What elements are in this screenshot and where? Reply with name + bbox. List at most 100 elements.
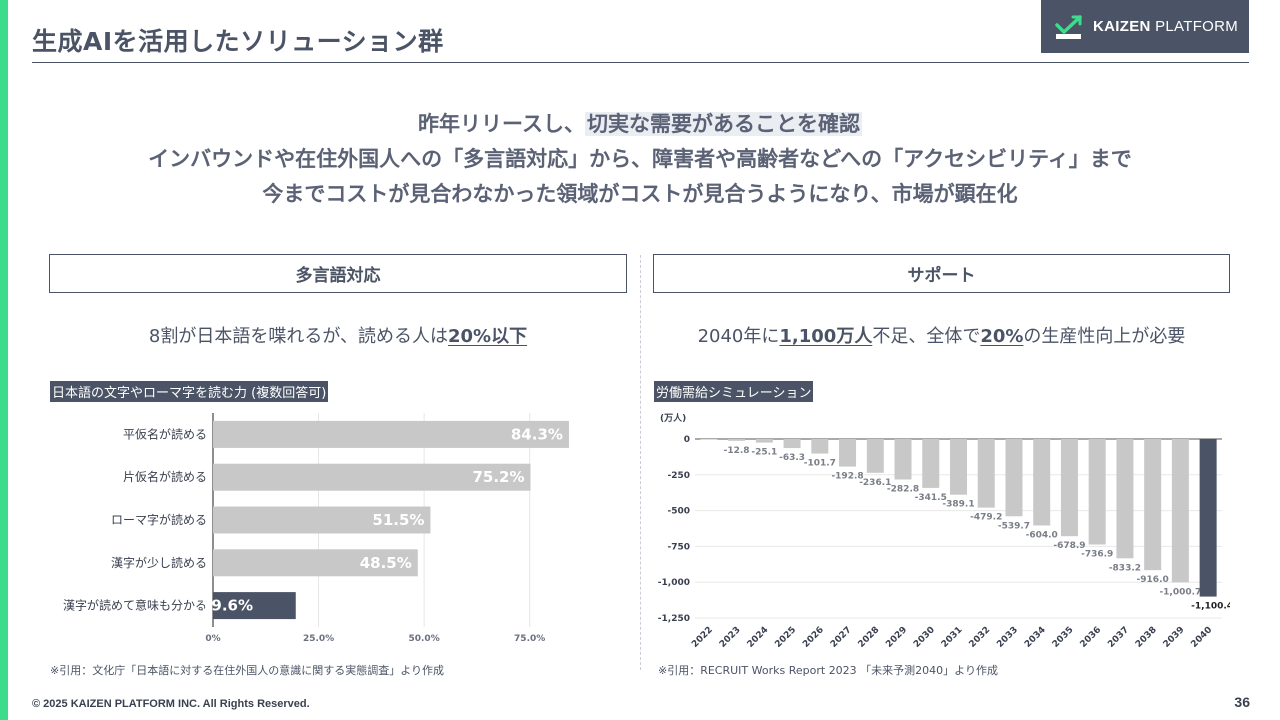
chart-label-reading: 日本語の文字やローマ字を読む力 (複数回答可) [50, 381, 329, 402]
subhead-support: 2040年に1,100万人不足、全体で20%の生産性向上が必要 [697, 326, 1186, 347]
value-label: -736.9 [1081, 550, 1113, 560]
value-label: 84.3% [511, 425, 563, 443]
x-tick-label: 2040 [1189, 625, 1214, 650]
x-tick-label: 75.0% [514, 634, 545, 644]
value-label: -192.8 [831, 472, 863, 482]
value-label: -12.8 [724, 446, 750, 456]
x-tick-label: 50.0% [408, 634, 439, 644]
copyright: © 2025 KAIZEN PLATFORM INC. All Rights R… [32, 698, 310, 710]
column [1116, 439, 1134, 559]
value-label: -479.2 [970, 513, 1002, 523]
y-tick-label: -250 [667, 471, 690, 481]
value-label: -678.9 [1053, 541, 1085, 551]
x-tick-label: 2026 [801, 625, 826, 650]
value-label: -1,100.4 [1191, 602, 1230, 612]
page-title: 生成AIを活用したソリューション群 [32, 27, 444, 56]
value-label: 19.6% [201, 597, 253, 615]
y-tick-label: 0 [684, 435, 690, 445]
x-tick-label: 2031 [940, 625, 965, 650]
headline-line-3: 今までコストが見合わなかった領域がコストが見合うようになり、市場が顕在化 [262, 182, 1018, 206]
x-tick-label: 2027 [829, 625, 854, 650]
category-label: ローマ字が読める [111, 512, 207, 527]
x-tick-label: 2037 [1106, 625, 1131, 650]
bar [213, 506, 431, 534]
section-title-multilingual: 多言語対応 [49, 254, 627, 293]
subhead-emphasis-1: 1,100万人 [779, 326, 873, 347]
bar [213, 549, 418, 577]
value-label: -604.0 [1026, 530, 1058, 540]
x-tick-label: 2036 [1079, 625, 1104, 650]
y-tick-label: -1,250 [658, 614, 690, 624]
logo-check-icon [1055, 14, 1082, 39]
column [755, 439, 773, 443]
value-label: -916.0 [1137, 575, 1169, 585]
column [783, 439, 801, 449]
subhead-multilingual: 8割が日本語を喋れるが、読める人は20%以下 [148, 326, 528, 347]
chart-label-labor: 労働需給シミュレーション [654, 381, 814, 402]
column [950, 439, 967, 495]
x-tick-label: 2023 [718, 625, 743, 650]
page-number: 36 [1234, 694, 1250, 710]
footnote-multilingual: ※引用：文化庁「日本語に対する在住外国人の意識に関する実態調査」より作成 [50, 664, 444, 677]
column [894, 439, 912, 480]
x-tick-label: 2028 [857, 625, 882, 650]
x-tick-label: 2030 [912, 625, 937, 650]
category-label: 片仮名が読める [123, 469, 207, 484]
kaizen-logo: KAIZEN PLATFORM [1041, 0, 1249, 53]
logo-text: KAIZEN PLATFORM [1093, 18, 1239, 35]
column [1144, 439, 1162, 571]
value-label: 48.5% [360, 554, 412, 572]
x-tick-label: 2024 [746, 625, 771, 650]
x-tick-label: 0% [205, 634, 220, 644]
column [839, 439, 857, 467]
x-tick-label: 2025 [773, 625, 798, 650]
bar [213, 592, 296, 620]
subhead-emphasis-2: 20% [980, 326, 1024, 347]
value-label: -25.1 [751, 448, 777, 458]
subhead-emphasis: 20%以下 [448, 326, 528, 347]
category-label: 平仮名が読める [123, 426, 207, 441]
column [1033, 439, 1051, 526]
headline-line-2: インバウンドや在住外国人への「多言語対応」から、障害者や高齢者などへの「アクセシ… [148, 147, 1132, 171]
category-label: 漢字が少し読める [111, 555, 207, 570]
column [700, 439, 718, 440]
y-unit-label: (万人) [660, 412, 686, 424]
accent-bar [0, 0, 8, 720]
y-tick-label: -1,000 [658, 578, 690, 588]
section-title-support: サポート [653, 254, 1230, 293]
bar [213, 463, 531, 491]
x-tick-label: 2034 [1023, 625, 1048, 650]
reading-ability-bar-chart: 0% 25.0% 50.0% 75.0% 平仮名が読める 84.3% 片仮名が読める 75.2… [63, 413, 569, 644]
column [1171, 439, 1189, 583]
x-tick-label: 2033 [995, 625, 1020, 650]
value-label: -63.3 [779, 453, 805, 463]
value-label: -833.2 [1109, 563, 1141, 573]
column [1199, 439, 1217, 597]
value-label: -101.7 [804, 459, 836, 469]
y-tick-label: -500 [667, 507, 690, 517]
x-tick-label: 2038 [1134, 625, 1159, 650]
value-label: 51.5% [372, 511, 424, 529]
x-tick-label: 25.0% [303, 634, 334, 644]
column [1088, 439, 1106, 545]
x-tick-label: 2022 [690, 625, 715, 650]
column-divider [640, 255, 641, 670]
x-tick-label: 2032 [968, 625, 993, 650]
column [728, 439, 746, 441]
bar [213, 420, 569, 448]
value-label: -236.1 [859, 478, 891, 488]
column [866, 439, 884, 473]
y-tick-label: -750 [667, 542, 690, 552]
category-label: 漢字が読めて意味も分かる [63, 598, 207, 613]
column [1060, 439, 1078, 537]
value-label: 75.2% [472, 468, 524, 486]
footnote-support: ※引用：RECRUIT Works Report 2023 「未来予測2040」… [658, 664, 998, 677]
headline-line-1: 昨年リリースし、切実な需要があることを確認 [418, 112, 862, 136]
value-label: -389.1 [942, 500, 974, 510]
value-label: -341.5 [915, 493, 947, 503]
x-tick-label: 2039 [1162, 625, 1187, 650]
x-tick-label: 2029 [884, 625, 909, 650]
column [811, 439, 829, 454]
value-label: -1,000.7 [1159, 587, 1201, 597]
